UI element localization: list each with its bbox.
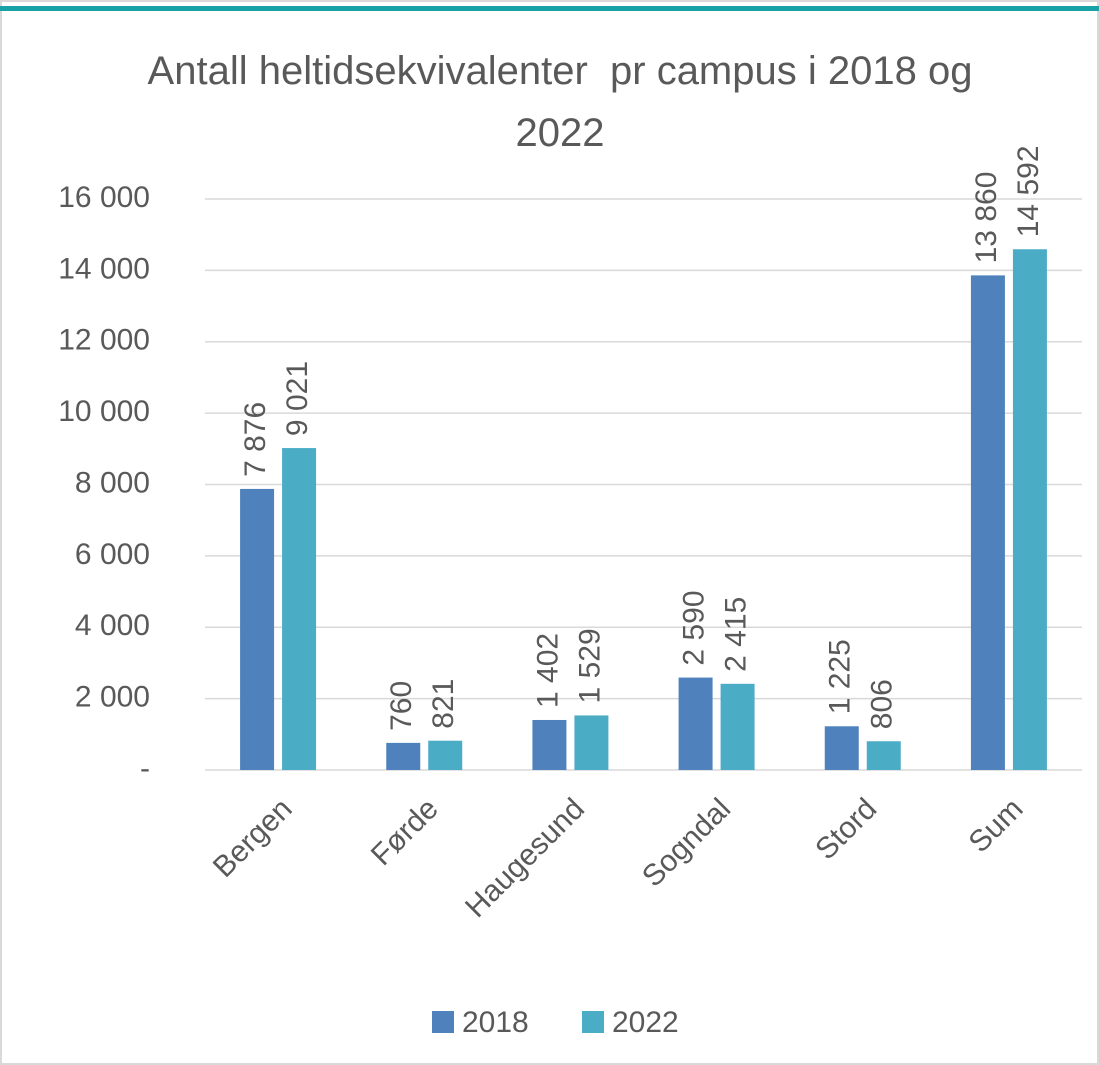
- y-tick-label: 8 000: [75, 466, 150, 499]
- data-label: 1 402: [531, 633, 564, 708]
- data-label: 806: [866, 679, 899, 729]
- data-label: 2 590: [678, 590, 711, 665]
- data-label: 9 021: [281, 361, 314, 436]
- bar: [1012, 249, 1047, 771]
- bar: [428, 740, 463, 770]
- y-tick-label: 2 000: [75, 681, 150, 714]
- data-label: 1 225: [824, 639, 857, 714]
- y-tick-label: -: [140, 752, 150, 785]
- y-tick-label: 14 000: [58, 252, 150, 285]
- bar: [720, 683, 755, 770]
- chart-title: Antall heltidsekvivalenter pr campus i 2…: [147, 49, 984, 155]
- bar: [282, 448, 317, 770]
- data-label: 760: [385, 681, 418, 731]
- bar: [240, 488, 275, 770]
- bar: [386, 742, 421, 770]
- data-label: 2 415: [720, 597, 753, 672]
- data-label: 1 529: [573, 628, 606, 703]
- y-tick-label: 4 000: [75, 609, 150, 642]
- data-label: 13 860: [970, 172, 1003, 264]
- bar: [824, 726, 859, 770]
- data-label: 7 876: [239, 402, 272, 477]
- legend-swatch: [432, 1011, 454, 1033]
- legend-swatch: [582, 1011, 604, 1033]
- y-tick-label: 6 000: [75, 538, 150, 571]
- bar: [866, 741, 901, 770]
- bar: [574, 715, 609, 770]
- legend-label: 2022: [612, 1006, 679, 1039]
- data-label: 14 592: [1012, 145, 1045, 237]
- bar: [532, 719, 567, 770]
- bar: [970, 275, 1005, 770]
- legend-label: 2018: [462, 1006, 529, 1039]
- data-label: 821: [427, 679, 460, 729]
- bar: [678, 677, 713, 770]
- top-rule: [0, 6, 1099, 11]
- y-tick-label: 12 000: [58, 324, 150, 357]
- y-tick-label: 10 000: [58, 395, 150, 428]
- y-tick-label: 16 000: [58, 181, 150, 214]
